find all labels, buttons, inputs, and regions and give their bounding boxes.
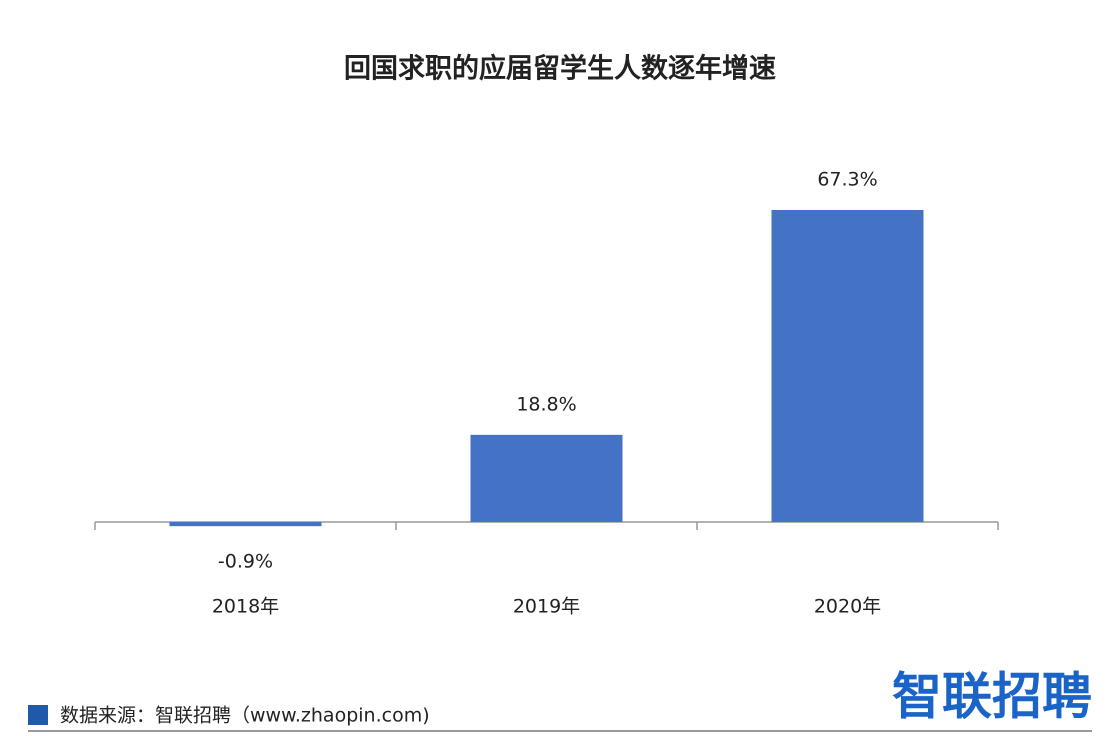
bar — [470, 434, 623, 522]
x-tick-label: 2018年 — [212, 596, 279, 618]
value-label: 18.8% — [516, 393, 576, 415]
x-tick-label: 2020年 — [814, 596, 881, 618]
source-marker — [28, 705, 48, 725]
chart-title: 回国求职的应届留学生人数逐年增速 — [344, 53, 776, 85]
value-label: 67.3% — [817, 169, 877, 191]
bar — [169, 522, 322, 527]
source-text: 数据来源：智联招聘（www.zhaopin.com) — [60, 705, 430, 727]
bar — [771, 210, 924, 522]
value-label: -0.9% — [218, 551, 273, 573]
logo: 智联招聘 — [892, 668, 1092, 726]
x-tick-label: 2019年 — [513, 596, 580, 618]
